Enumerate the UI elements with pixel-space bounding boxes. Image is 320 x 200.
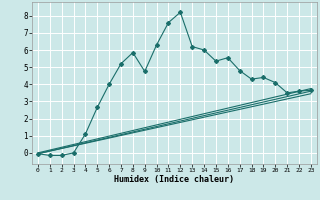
X-axis label: Humidex (Indice chaleur): Humidex (Indice chaleur) xyxy=(115,175,234,184)
